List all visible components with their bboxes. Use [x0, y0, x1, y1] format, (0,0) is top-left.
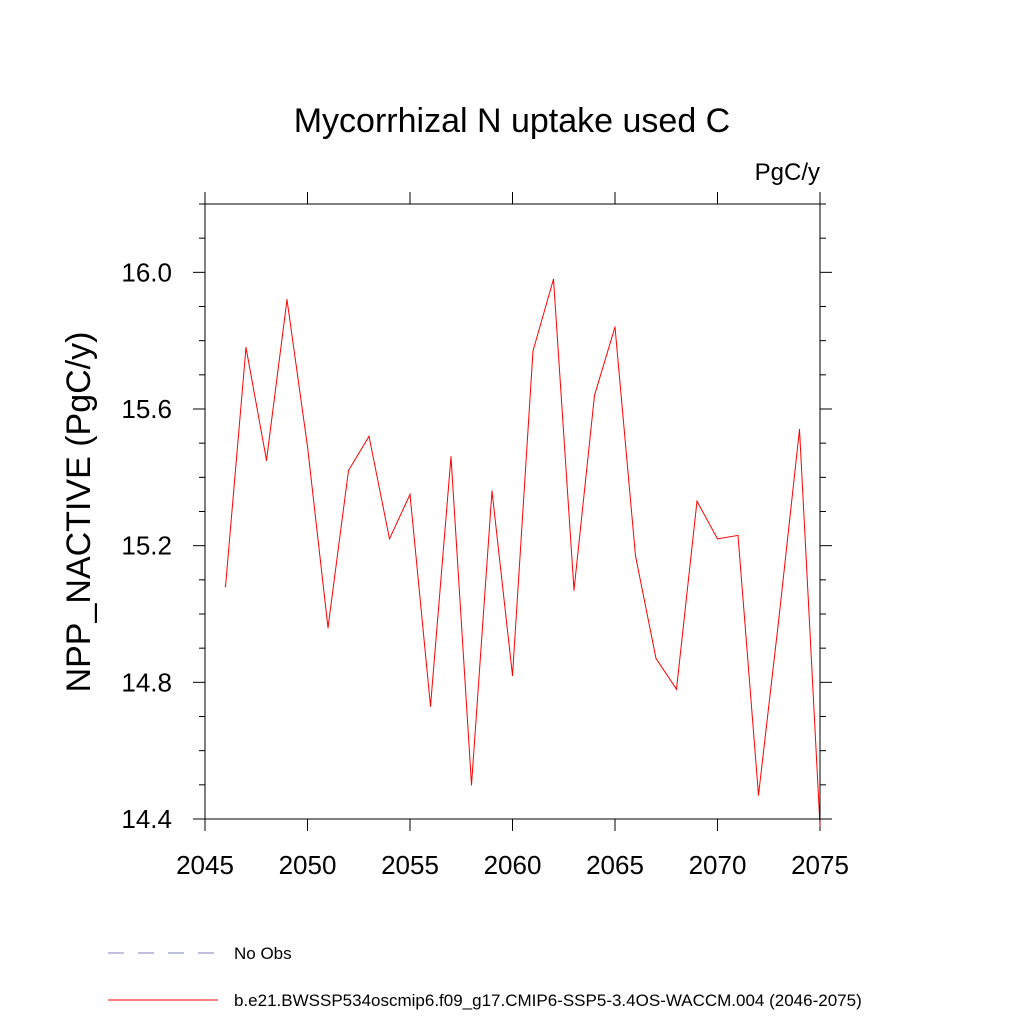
data-point [306, 445, 309, 448]
data-point [245, 346, 247, 349]
data-point [368, 435, 370, 437]
data-point [634, 555, 637, 557]
data-point [224, 586, 227, 588]
data-point [265, 459, 268, 461]
y-axis-label: NPP_NACTIVE (PgC/y) [60, 332, 98, 693]
data-point [429, 705, 432, 707]
data-point [409, 493, 411, 496]
series-line [225, 279, 821, 826]
data-point [614, 326, 616, 328]
x-tick-label: 2055 [381, 850, 439, 880]
data-point [778, 616, 780, 619]
y-tick-labels: 14.4 14.8 15.2 15.6 16.0 [121, 257, 172, 834]
data-point [675, 688, 678, 690]
x-tick-label: 2050 [279, 850, 337, 880]
legend-label-model: b.e21.BWSSP534oscmip6.f09_g17.CMIP6-SSP5… [234, 991, 862, 1010]
x-tick-label: 2075 [791, 850, 849, 880]
legend: No Obs b.e21.BWSSP534oscmip6.f09_g17.CMI… [108, 944, 862, 1010]
x-tick-label: 2065 [586, 850, 644, 880]
legend-label-no-obs: No Obs [234, 944, 292, 963]
data-point [552, 278, 555, 280]
data-point [737, 534, 739, 537]
x-tick-label: 2060 [484, 850, 542, 880]
data-point [470, 784, 473, 786]
units-label: PgC/y [755, 159, 820, 186]
data-point [388, 538, 391, 540]
data-point [347, 469, 350, 472]
data-point [696, 500, 698, 502]
data-point [716, 538, 719, 540]
data-point [757, 794, 760, 796]
y-tick-label: 16.0 [121, 257, 172, 287]
data-point [450, 456, 452, 458]
x-tick-labels: 2045 2050 2055 2060 2065 2070 2075 [176, 850, 849, 880]
data-point [593, 394, 596, 396]
data-point [798, 428, 801, 431]
x-tick-label: 2045 [176, 850, 234, 880]
chart-title: Mycorrhizal N uptake used C [294, 102, 731, 140]
data-point [491, 490, 493, 492]
data-point [573, 589, 575, 591]
y-tick-label: 15.6 [121, 394, 172, 424]
x-tick-label: 2070 [689, 850, 747, 880]
y-tick-label: 15.2 [121, 531, 172, 561]
data-point [532, 350, 534, 352]
data-point [655, 657, 657, 660]
y-tick-label: 14.8 [121, 667, 172, 697]
axis-ticks [193, 192, 832, 831]
data-point [819, 825, 821, 827]
data-point [286, 299, 288, 301]
plot-frame [204, 203, 821, 820]
data-point [327, 627, 329, 629]
data-point [511, 674, 514, 677]
data-series [224, 278, 821, 827]
y-tick-label: 14.4 [121, 804, 172, 834]
